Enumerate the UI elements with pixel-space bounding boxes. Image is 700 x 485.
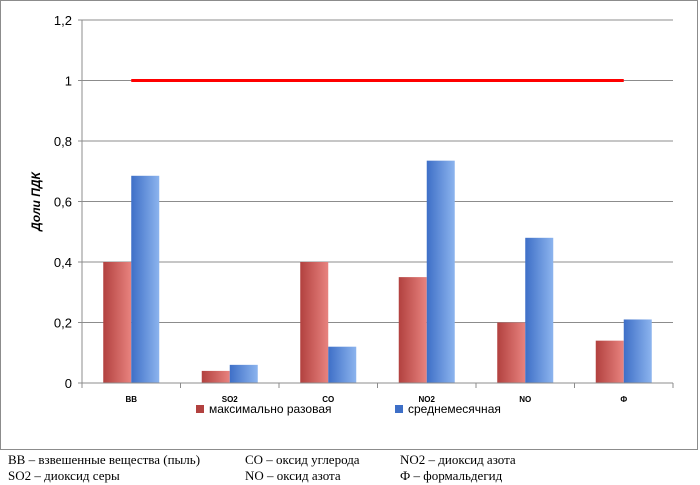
y-axis-label: Доли ПДК (29, 170, 43, 231)
x-tick-label: SO2 (222, 395, 239, 404)
note-so2: SO2 – диоксид серы (8, 468, 120, 483)
x-tick-label: CO (322, 395, 334, 404)
x-tick-label: ВВ (125, 395, 137, 404)
notes-row-2: SO2 – диоксид серы NO – оксид азота Ф – … (8, 468, 698, 484)
note-f: Ф – формальдегид (400, 468, 503, 483)
y-tick-label: 0,8 (54, 134, 72, 149)
y-tick-label: 0,4 (54, 255, 72, 270)
x-tick-label: NO2 (419, 395, 436, 404)
bar-max-3 (398, 277, 427, 383)
y-tick-label: 0 (65, 376, 72, 391)
y-tick-label: 0,6 (54, 195, 72, 210)
bar-max-4 (497, 322, 526, 383)
abbreviation-notes: ВВ – взвешенные вещества (пыль) CO – окс… (8, 452, 698, 484)
notes-row-1: ВВ – взвешенные вещества (пыль) CO – окс… (8, 452, 698, 468)
bar-max-0 (103, 262, 132, 383)
bar-avg-2 (328, 346, 357, 383)
x-tick-label: Ф (620, 395, 627, 404)
note-bb: ВВ – взвешенные вещества (пыль) (8, 452, 201, 467)
legend-label-0: максимально разовая (209, 402, 332, 416)
note-no: NO – оксид азота (245, 468, 341, 483)
bar-max-5 (595, 340, 624, 383)
note-co: CO – оксид углерода (245, 452, 360, 467)
legend-label-1: среднемесячная (408, 402, 501, 416)
y-tick-label: 0,2 (54, 316, 72, 331)
bar-avg-4 (525, 237, 554, 383)
bar-chart: 0 0,2 0,4 0,6 0,8 1 1,2 ВВ SO2 CO NO2 NO Ф Доли ПДК м… (29, 13, 674, 416)
bar-max-1 (201, 370, 230, 383)
bar-max-2 (300, 262, 329, 383)
y-tick-label: 1,2 (54, 13, 72, 28)
bar-avg-5 (623, 319, 652, 383)
legend-swatch-1 (395, 405, 403, 413)
y-tick-label: 1 (65, 74, 72, 89)
note-no2: NO2 – диоксид азота (400, 452, 516, 467)
bar-avg-0 (131, 175, 160, 383)
bar-avg-1 (229, 364, 258, 383)
legend-swatch-0 (196, 405, 204, 413)
x-tick-label: NO (519, 395, 531, 404)
bar-avg-3 (426, 160, 455, 383)
